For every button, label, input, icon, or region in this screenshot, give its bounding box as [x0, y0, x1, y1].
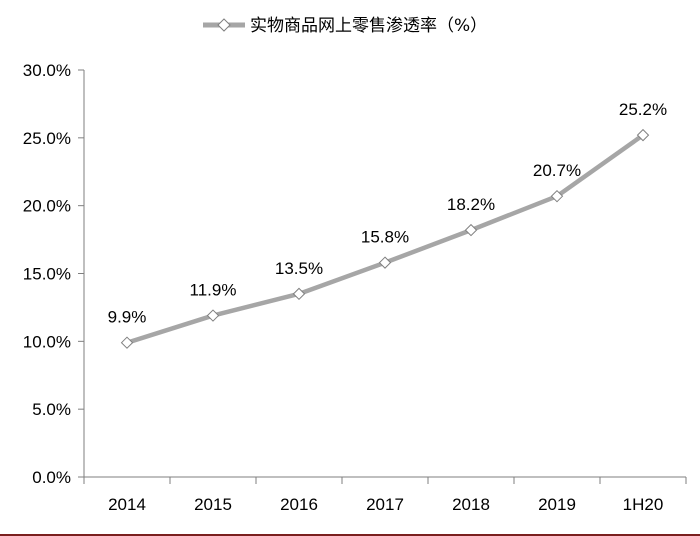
legend-diamond-marker: [217, 18, 231, 32]
data-point-marker: [550, 189, 564, 203]
y-tick-label: 0.0%: [32, 468, 71, 487]
y-tick-label: 30.0%: [23, 61, 71, 80]
data-point-marker: [464, 223, 478, 237]
x-tick-label: 2018: [452, 495, 490, 514]
legend-series-name: 实物商品网上零售渗透率（%）: [250, 16, 487, 36]
bottom-rule: [0, 534, 700, 536]
x-tick-label: 2019: [538, 495, 576, 514]
data-label: 20.7%: [533, 161, 581, 180]
data-point-marker: [378, 256, 392, 269]
data-label: 11.9%: [190, 281, 237, 300]
data-point-marker: [120, 336, 134, 349]
legend: 实物商品网上零售渗透率（%）: [203, 16, 487, 36]
data-point-marker: [292, 287, 306, 301]
x-tick-label: 2015: [194, 495, 232, 514]
y-tick-label: 25.0%: [23, 129, 71, 148]
series-layer: 9.9% 11.9% 13.5% 15.8% 18.2% 20.7% 25.2%: [108, 100, 667, 349]
x-axis: 2014 2015 2016 2017 2018 2019 1H20: [83, 476, 687, 514]
x-tick-label: 1H20: [623, 495, 664, 514]
data-point-marker: [636, 128, 650, 142]
y-tick-label: 20.0%: [23, 197, 71, 216]
y-tick-label: 10.0%: [23, 332, 71, 351]
data-label: 13.5%: [275, 259, 323, 278]
y-tick-label: 15.0%: [23, 265, 71, 284]
data-label: 9.9%: [108, 308, 147, 327]
x-tick-label: 2016: [280, 495, 318, 514]
y-tick-label: 5.0%: [32, 400, 71, 419]
y-axis: 0.0% 5.0% 10.0% 15.0% 20.0% 25.0% 30.0%: [23, 61, 85, 487]
x-tick-label: 2017: [366, 495, 404, 514]
data-label: 25.2%: [619, 100, 667, 119]
x-tick-label: 2014: [108, 495, 146, 514]
data-label: 18.2%: [447, 195, 495, 214]
data-point-marker: [206, 309, 220, 322]
data-label: 15.8%: [361, 228, 409, 247]
